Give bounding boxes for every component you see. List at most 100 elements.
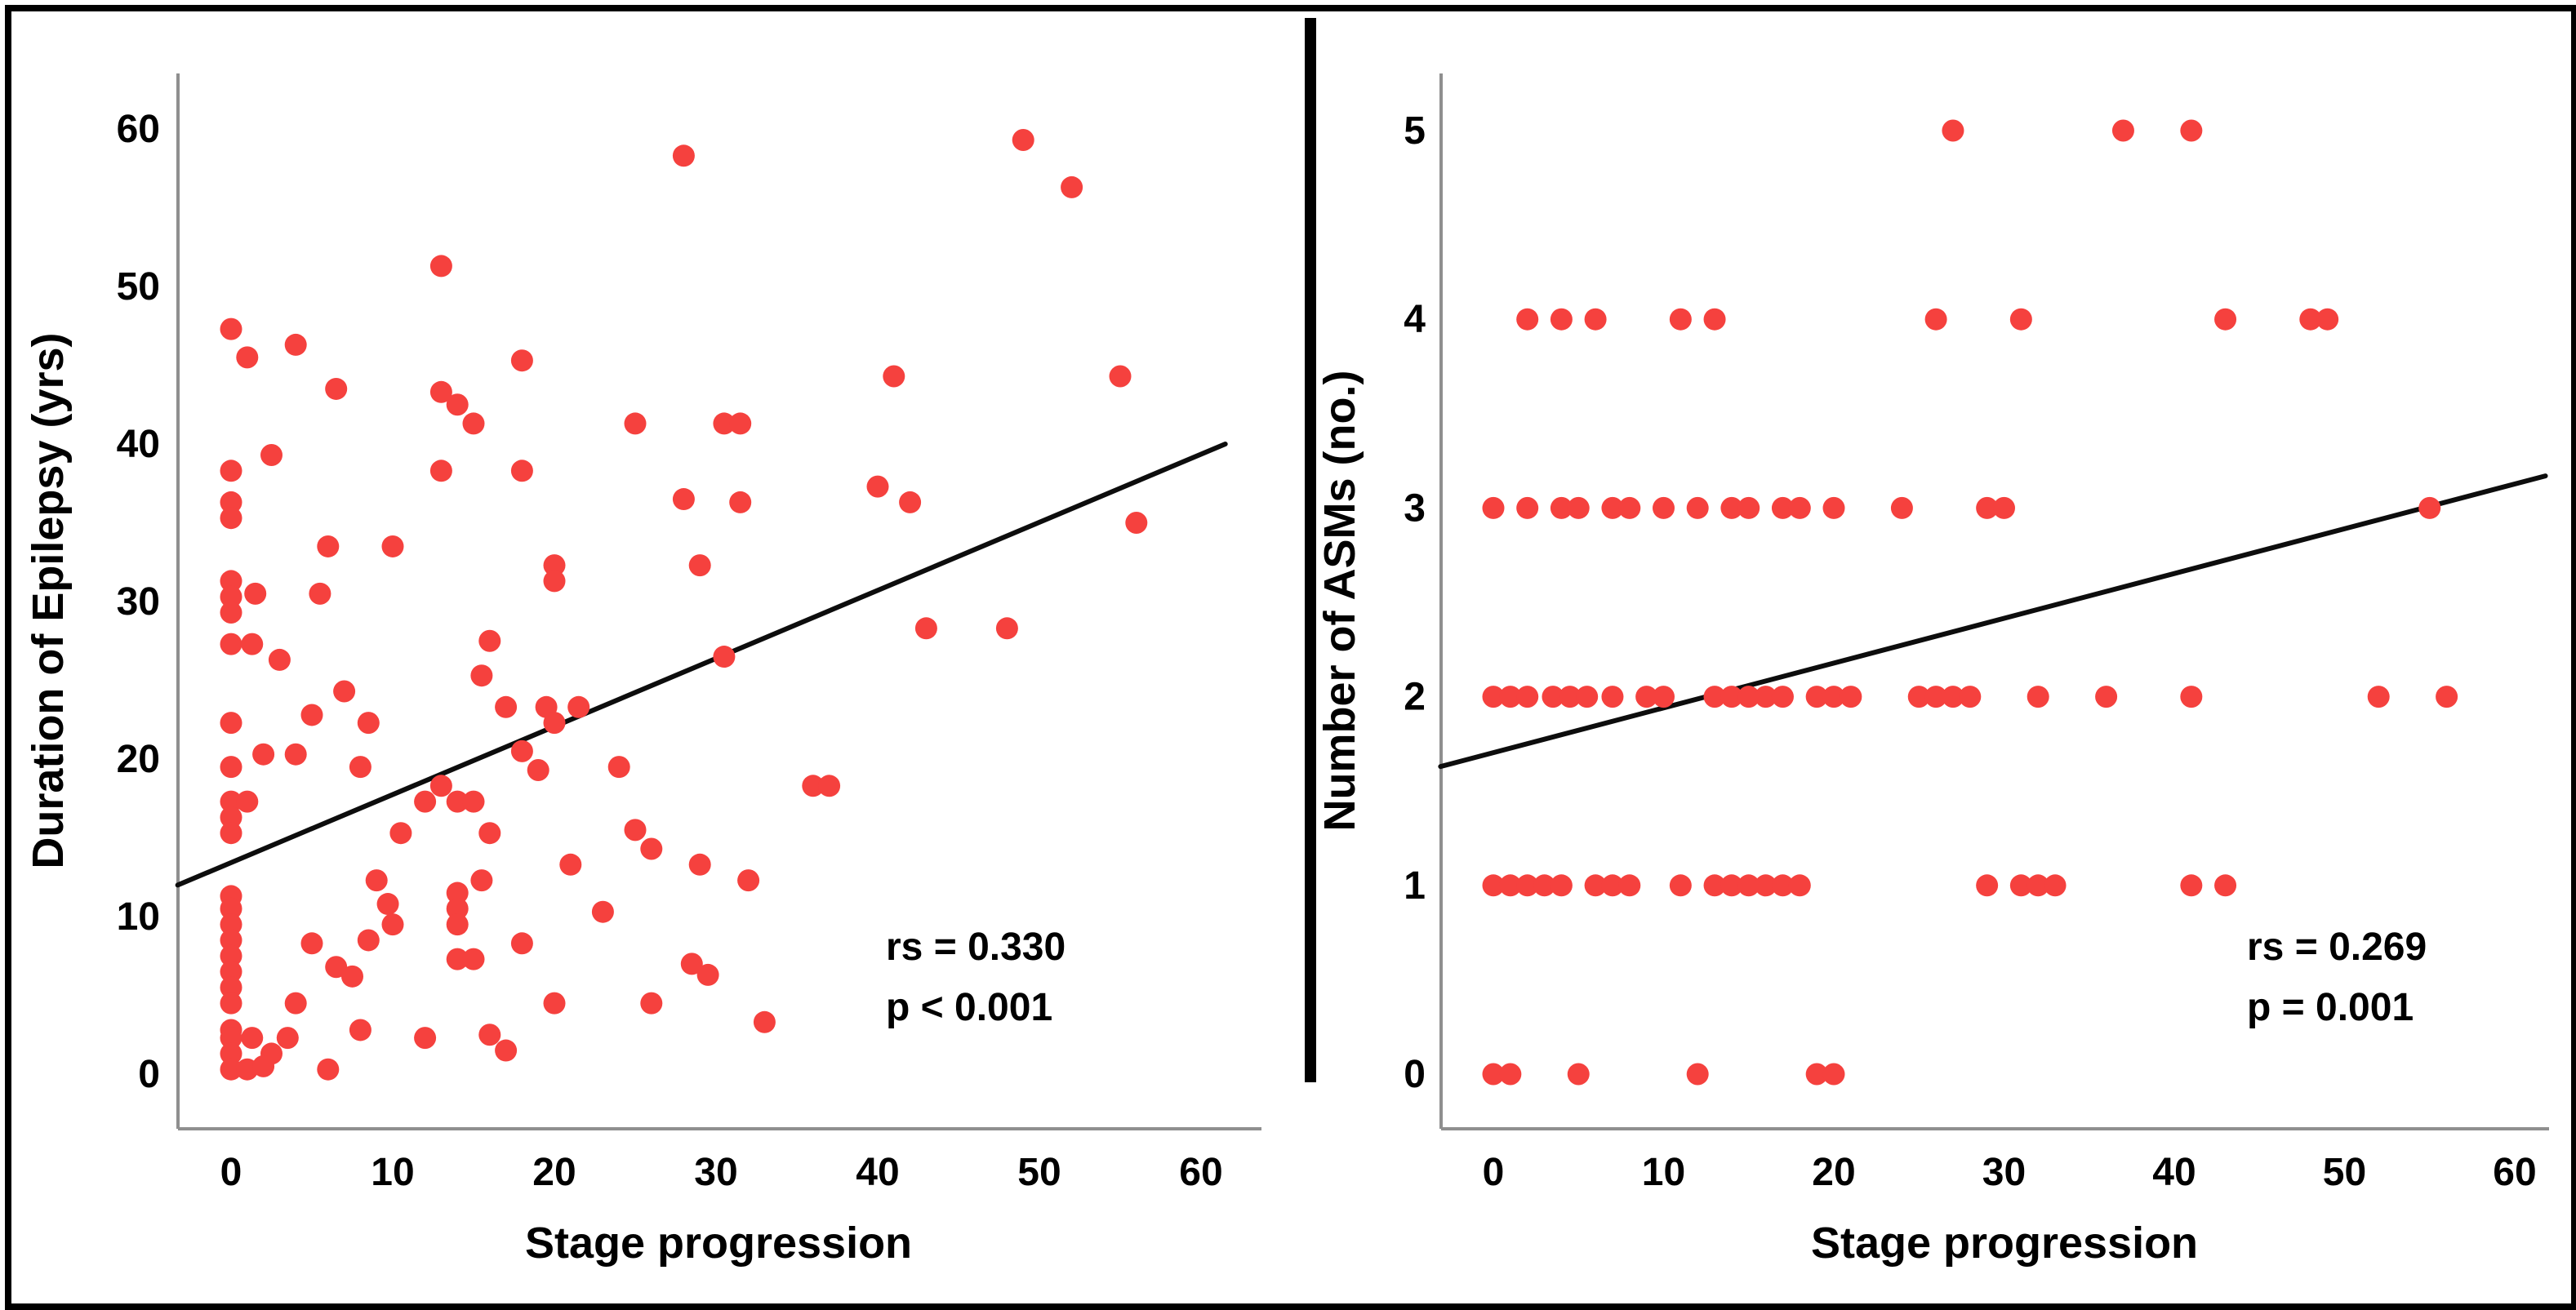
data-point — [268, 648, 291, 671]
y-tick-label: 5 — [1404, 109, 1426, 153]
x-tick-label: 0 — [220, 1151, 242, 1194]
data-point — [470, 664, 493, 687]
y-tick-label: 0 — [138, 1053, 160, 1096]
data-point — [729, 412, 752, 435]
right-y-axis-title: Number of ASMs (no.) — [1315, 370, 1364, 832]
data-point — [1737, 496, 1760, 519]
data-point — [1771, 686, 1794, 708]
data-point — [236, 790, 259, 813]
data-point — [446, 393, 469, 416]
data-point — [543, 712, 566, 735]
data-point — [220, 897, 242, 920]
data-point — [624, 412, 647, 435]
data-point — [1959, 686, 1982, 708]
x-tick-label: 30 — [694, 1151, 737, 1194]
data-point — [1482, 686, 1505, 708]
data-point — [2180, 686, 2203, 708]
data-point — [1012, 129, 1034, 152]
data-point — [995, 617, 1018, 640]
data-point — [446, 881, 469, 904]
data-point — [2009, 308, 2032, 331]
data-point — [899, 491, 922, 513]
data-point — [220, 913, 242, 936]
data-point — [260, 444, 283, 467]
data-point — [376, 893, 399, 916]
data-point — [688, 554, 711, 577]
data-point — [220, 585, 242, 608]
left-stats-annotation: rs = 0.330 p < 0.001 — [886, 917, 1066, 1038]
y-tick-label: 4 — [1404, 298, 1426, 341]
data-point — [478, 629, 501, 652]
data-point — [2009, 874, 2032, 897]
data-point — [1061, 175, 1083, 198]
y-tick-label: 0 — [1404, 1053, 1426, 1096]
data-point — [220, 570, 242, 593]
data-point — [1109, 365, 1132, 388]
data-point — [317, 535, 340, 557]
data-point — [1924, 308, 1947, 331]
data-point — [753, 1010, 776, 1033]
data-point — [478, 822, 501, 845]
data-point — [713, 646, 736, 668]
data-point — [1755, 874, 1777, 897]
data-point — [2316, 308, 2339, 331]
data-point — [220, 507, 242, 530]
data-point — [1822, 686, 1845, 708]
data-point — [300, 704, 323, 726]
data-point — [252, 743, 275, 766]
data-point — [866, 475, 889, 498]
data-point — [1720, 874, 1743, 897]
x-tick-label: 10 — [371, 1151, 414, 1194]
data-point — [527, 759, 549, 782]
data-point — [713, 412, 736, 435]
data-point — [543, 992, 566, 1015]
data-point — [1550, 496, 1573, 519]
data-point — [1567, 1063, 1590, 1086]
x-tick-label: 60 — [2493, 1151, 2536, 1194]
data-point — [737, 869, 760, 892]
data-point — [495, 1039, 518, 1062]
data-point — [446, 948, 469, 970]
data-point — [1788, 874, 1811, 897]
figure-border — [5, 5, 2576, 1310]
data-point — [1567, 496, 1590, 519]
data-point — [1516, 496, 1539, 519]
data-point — [2214, 308, 2237, 331]
data-point — [220, 992, 242, 1015]
data-point — [365, 869, 388, 892]
data-point — [1737, 686, 1760, 708]
right-p-value: p = 0.001 — [2247, 986, 2414, 1029]
y-tick-label: 30 — [117, 580, 160, 624]
data-point — [349, 756, 371, 779]
data-point — [1516, 874, 1539, 897]
panel-divider — [1305, 18, 1316, 1082]
data-point — [2027, 686, 2049, 708]
data-point — [1601, 496, 1624, 519]
data-point — [429, 380, 452, 403]
data-point — [357, 712, 380, 735]
data-point — [1542, 686, 1564, 708]
data-point — [883, 365, 905, 388]
data-point — [680, 953, 703, 975]
data-point — [429, 460, 452, 482]
y-tick-label: 2 — [1404, 676, 1426, 719]
data-point — [1976, 496, 1999, 519]
data-point — [220, 1058, 242, 1081]
data-point — [333, 680, 356, 703]
data-point — [325, 956, 348, 979]
data-point — [252, 1055, 275, 1077]
data-point — [220, 961, 242, 984]
data-point — [220, 790, 242, 813]
data-point — [640, 837, 663, 860]
data-point — [1755, 686, 1777, 708]
data-point — [802, 775, 825, 797]
data-point — [1516, 686, 1539, 708]
data-point — [2367, 686, 2390, 708]
data-point — [220, 633, 242, 655]
data-point — [462, 948, 485, 970]
data-point — [446, 897, 469, 920]
data-point — [1720, 686, 1743, 708]
data-point — [672, 144, 695, 167]
data-point — [236, 346, 259, 369]
